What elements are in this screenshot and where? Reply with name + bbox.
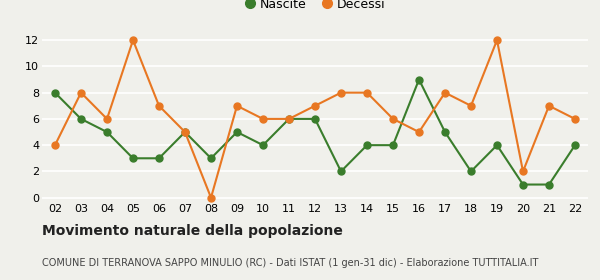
Decessi [415, 130, 422, 134]
Decessi [103, 117, 110, 121]
Decessi [286, 117, 293, 121]
Line: Nascite: Nascite [52, 76, 578, 188]
Decessi [364, 91, 371, 94]
Nascite [208, 157, 215, 160]
Nascite [571, 143, 578, 147]
Nascite [130, 157, 137, 160]
Decessi [259, 117, 266, 121]
Nascite [311, 117, 319, 121]
Decessi [181, 130, 188, 134]
Decessi [130, 38, 137, 42]
Line: Decessi: Decessi [52, 37, 578, 201]
Decessi [545, 104, 553, 108]
Nascite [337, 170, 344, 173]
Nascite [364, 143, 371, 147]
Decessi [520, 170, 527, 173]
Decessi [493, 38, 500, 42]
Nascite [442, 130, 449, 134]
Decessi [311, 104, 319, 108]
Legend: Nascite, Decessi: Nascite, Decessi [240, 0, 390, 16]
Nascite [77, 117, 85, 121]
Nascite [155, 157, 163, 160]
Decessi [208, 196, 215, 199]
Text: COMUNE DI TERRANOVA SAPPO MINULIO (RC) - Dati ISTAT (1 gen-31 dic) - Elaborazion: COMUNE DI TERRANOVA SAPPO MINULIO (RC) -… [42, 258, 538, 268]
Decessi [52, 143, 59, 147]
Decessi [467, 104, 475, 108]
Nascite [181, 130, 188, 134]
Decessi [571, 117, 578, 121]
Nascite [233, 130, 241, 134]
Decessi [233, 104, 241, 108]
Nascite [545, 183, 553, 186]
Decessi [337, 91, 344, 94]
Nascite [520, 183, 527, 186]
Nascite [52, 91, 59, 94]
Decessi [389, 117, 397, 121]
Nascite [103, 130, 110, 134]
Nascite [415, 78, 422, 81]
Nascite [467, 170, 475, 173]
Decessi [155, 104, 163, 108]
Nascite [389, 143, 397, 147]
Text: Movimento naturale della popolazione: Movimento naturale della popolazione [42, 224, 343, 238]
Nascite [493, 143, 500, 147]
Decessi [77, 91, 85, 94]
Nascite [286, 117, 293, 121]
Nascite [259, 143, 266, 147]
Decessi [442, 91, 449, 94]
